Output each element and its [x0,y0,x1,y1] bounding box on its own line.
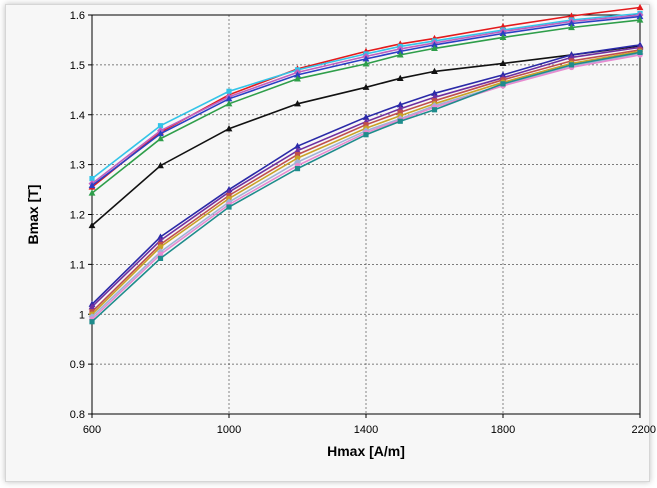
data-point [294,100,301,107]
y-tick-label: 1.1 [70,259,85,271]
data-point [88,303,96,310]
data-point [363,132,369,138]
data-point [294,152,301,158]
data-point [499,33,507,41]
data-point [568,12,575,19]
grid [92,15,640,414]
data-point [226,88,232,94]
x-tick-label: 1400 [354,424,378,436]
data-point [636,12,644,20]
data-point [225,95,233,102]
series-line [91,51,641,323]
data-point [294,166,301,172]
data-point [499,29,507,37]
y-tick-label: 0.8 [70,409,85,421]
data-point [431,107,438,113]
y-axis-title: Bmax [T] [25,185,41,245]
y-tick-label: 1.3 [70,160,85,172]
y-tick-label: 1.5 [70,60,85,72]
data-point [396,74,404,81]
data-point [396,47,404,55]
data-point [362,83,370,90]
data-point [362,60,370,67]
series-line [91,12,641,180]
data-point [568,62,575,68]
y-tick-label: 0.9 [70,359,85,371]
data-point [88,181,96,189]
y-tick-label: 1.6 [70,10,85,22]
data-point [294,75,301,82]
data-point [157,233,164,240]
data-point [294,142,301,149]
series-line [91,44,641,305]
data-point [397,109,403,115]
chart-frame [5,4,650,482]
x-tick-label: 2200 [632,424,656,436]
x-tick-label: 1000 [217,424,241,436]
data-point [568,19,575,27]
data-point [636,16,644,23]
data-point [157,123,164,129]
data-point [226,192,232,199]
data-point [397,118,403,124]
data-point [225,125,233,132]
data-point [431,41,438,48]
y-tick-label: 1.2 [70,210,85,222]
data-point [568,23,575,31]
series-line [91,49,641,313]
series-line [91,19,641,194]
data-point [431,67,438,74]
data-point [88,189,96,196]
series-13 [89,49,643,325]
data-point [362,113,370,120]
data-point [362,55,370,62]
data-point [294,147,301,154]
data-point [88,221,96,229]
data-point [157,244,164,250]
data-point [637,49,643,56]
data-point [157,135,164,142]
data-point [89,175,95,182]
data-point [225,100,233,107]
x-tick-label: 600 [83,424,101,436]
y-tick-label: 1.4 [70,110,85,122]
series-line [91,14,641,185]
series-line [91,15,641,187]
data-point [226,204,232,210]
data-point [157,130,164,137]
data-point [499,59,507,66]
data-point [294,155,301,161]
data-point [89,319,95,325]
data-point [157,162,164,169]
series-group [88,3,644,325]
x-axis-ticks: 600 1000 1400 1800 2200 [83,414,656,436]
data-point [500,81,506,87]
data-point [396,51,404,58]
data-point [431,98,438,104]
data-point [157,236,164,244]
series-5 [88,16,644,196]
series-line [91,46,641,308]
y-axis-ticks: 0.8 0.9 1 1.1 1.2 1.3 1.4 1.5 1.6 [70,10,92,421]
data-point [157,255,164,261]
data-point [636,3,644,11]
series-line [91,45,641,227]
series-line [91,54,641,320]
x-tick-label: 1800 [491,424,515,436]
series-line [91,53,641,318]
y-tick-label: 1 [79,309,85,321]
series-4 [88,12,644,189]
data-point [431,44,438,52]
data-point [363,122,369,128]
series-line [91,50,641,315]
data-point [294,71,301,78]
data-point [431,89,438,96]
data-point [396,101,404,108]
x-axis-title: Hmax [A/m] [327,443,405,459]
